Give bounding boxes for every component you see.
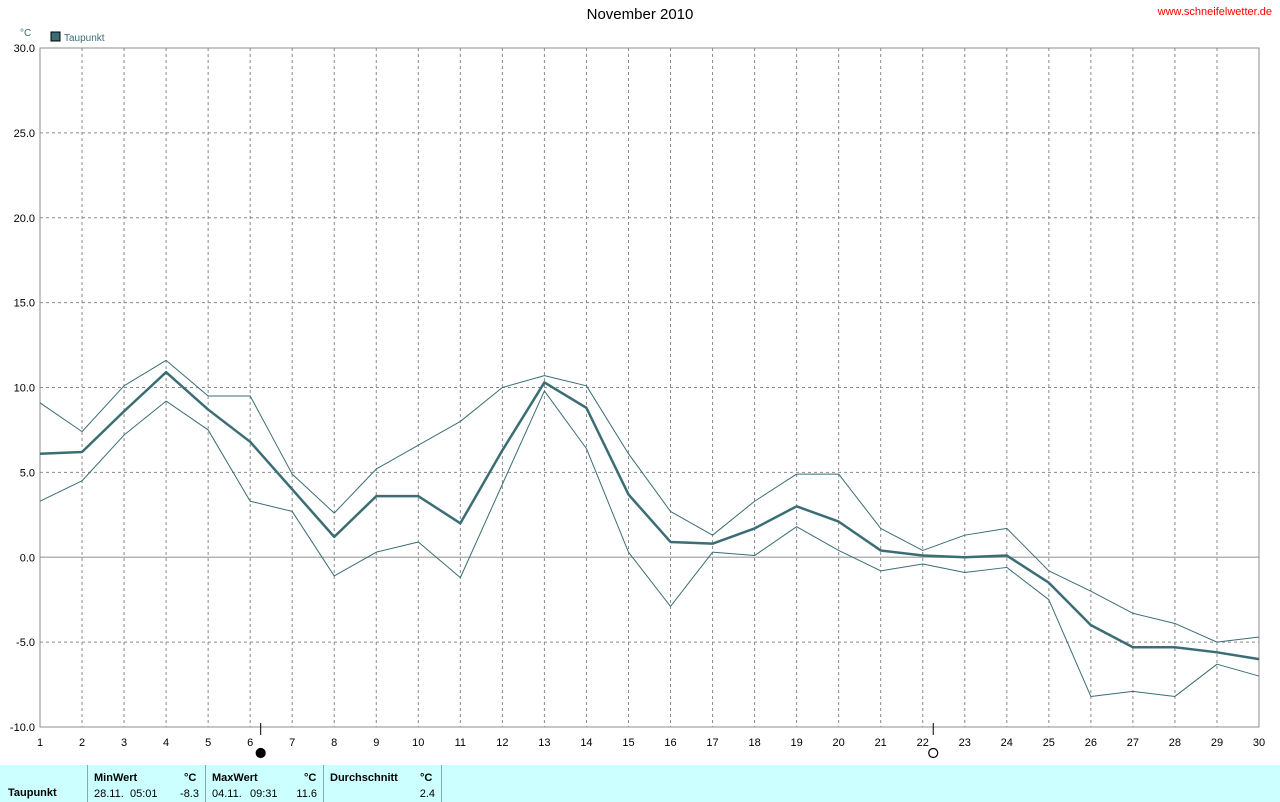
min-value: -8.3	[180, 788, 199, 800]
max-header: MaxWert	[212, 772, 258, 784]
min-unit: °C	[184, 772, 197, 784]
moon-markers	[255, 723, 939, 759]
chart-title: November 2010	[586, 6, 694, 23]
y-tick-label: 30.0	[14, 43, 35, 55]
new-moon-icon	[255, 747, 266, 759]
series-line-min	[39, 390, 1260, 697]
min-header: MinWert	[94, 772, 138, 784]
y-tick-label: 20.0	[14, 213, 35, 225]
x-tick-label: 23	[959, 737, 971, 749]
footer-label-cell: Taupunkt	[0, 765, 88, 802]
legend-label: Taupunkt	[64, 33, 105, 44]
x-tick-label: 2	[79, 737, 85, 749]
legend-swatch	[50, 31, 61, 42]
x-tick-label: 11	[455, 737, 466, 749]
footer-max-cell: MaxWert °C 04.11. 09:31 11.6	[206, 765, 324, 802]
x-tick-label: 9	[373, 737, 379, 749]
max-time: 09:31	[250, 788, 278, 800]
x-tick-label: 19	[790, 737, 802, 749]
y-tick-label: 0.0	[20, 552, 35, 564]
min-time: 05:01	[130, 788, 158, 800]
y-tick-label: -5.0	[16, 637, 35, 649]
legend: Taupunkt °C	[20, 28, 105, 44]
x-tick-label: 18	[748, 737, 760, 749]
summary-footer: Taupunkt MinWert °C 28.11. 05:01 -8.3 Ma…	[0, 765, 1280, 802]
full-moon-icon	[928, 747, 939, 759]
y-tick-label: 10.0	[14, 383, 35, 395]
x-tick-label: 5	[205, 737, 211, 749]
x-tick-label: 28	[1169, 737, 1181, 749]
avg-unit: °C	[420, 772, 433, 784]
series-line-max	[39, 359, 1260, 643]
footer-series-label: Taupunkt	[8, 787, 57, 799]
series-line-mean	[39, 370, 1260, 661]
min-date: 28.11.	[94, 788, 124, 800]
y-tick-label: 15.0	[14, 298, 35, 310]
footer-min-cell: MinWert °C 28.11. 05:01 -8.3	[88, 765, 206, 802]
avg-header: Durchschnitt	[330, 772, 398, 784]
x-tick-label: 4	[163, 737, 169, 749]
x-tick-label: 22	[917, 737, 929, 749]
x-tick-label: 7	[289, 737, 295, 749]
y-tick-label: -10.0	[10, 722, 35, 734]
grid	[40, 48, 1259, 727]
y-unit-label: °C	[20, 28, 31, 39]
footer-avg-cell: Durchschnitt °C 2.4	[324, 765, 442, 802]
max-date: 04.11.	[212, 788, 242, 800]
y-tick-label: 5.0	[20, 467, 35, 479]
x-tick-label: 6	[247, 737, 253, 749]
max-value: 11.6	[296, 788, 317, 800]
series-lines	[39, 359, 1260, 697]
x-tick-label: 14	[580, 737, 592, 749]
y-tick-label: 25.0	[14, 128, 35, 140]
x-tick-label: 29	[1211, 737, 1223, 749]
x-tick-label: 20	[833, 737, 845, 749]
dewpoint-chart: 1 2 3 4 5 6 7 8 9 10 11 12 13 14 15 16 17 18 19 20 21 22 23 24 2…	[10, 28, 1265, 759]
x-tick-label: 21	[875, 737, 887, 749]
x-tick-label: 27	[1127, 737, 1139, 749]
plot-frame	[39, 47, 1260, 728]
x-tick-label: 25	[1043, 737, 1055, 749]
axes: 1 2 3 4 5 6 7 8 9 10 11 12 13 14 15 16 17 18 19 20 21 22 23 24 2…	[10, 43, 1265, 749]
avg-value: 2.4	[419, 788, 435, 800]
x-tick-label: 13	[538, 737, 550, 749]
x-tick-label: 15	[622, 737, 634, 749]
x-tick-label: 26	[1085, 737, 1097, 749]
max-unit: °C	[304, 772, 317, 784]
x-tick-label: 24	[1001, 737, 1013, 749]
site-link[interactable]: www.schneifelwetter.de	[1157, 6, 1272, 18]
x-tick-label: 16	[664, 737, 676, 749]
x-tick-label: 10	[412, 737, 424, 749]
x-tick-label: 17	[706, 737, 718, 749]
x-tick-label: 3	[121, 737, 127, 749]
x-tick-label: 30	[1253, 737, 1265, 749]
x-tick-label: 1	[37, 737, 43, 749]
x-tick-label: 12	[496, 737, 508, 749]
x-tick-label: 8	[331, 737, 337, 749]
